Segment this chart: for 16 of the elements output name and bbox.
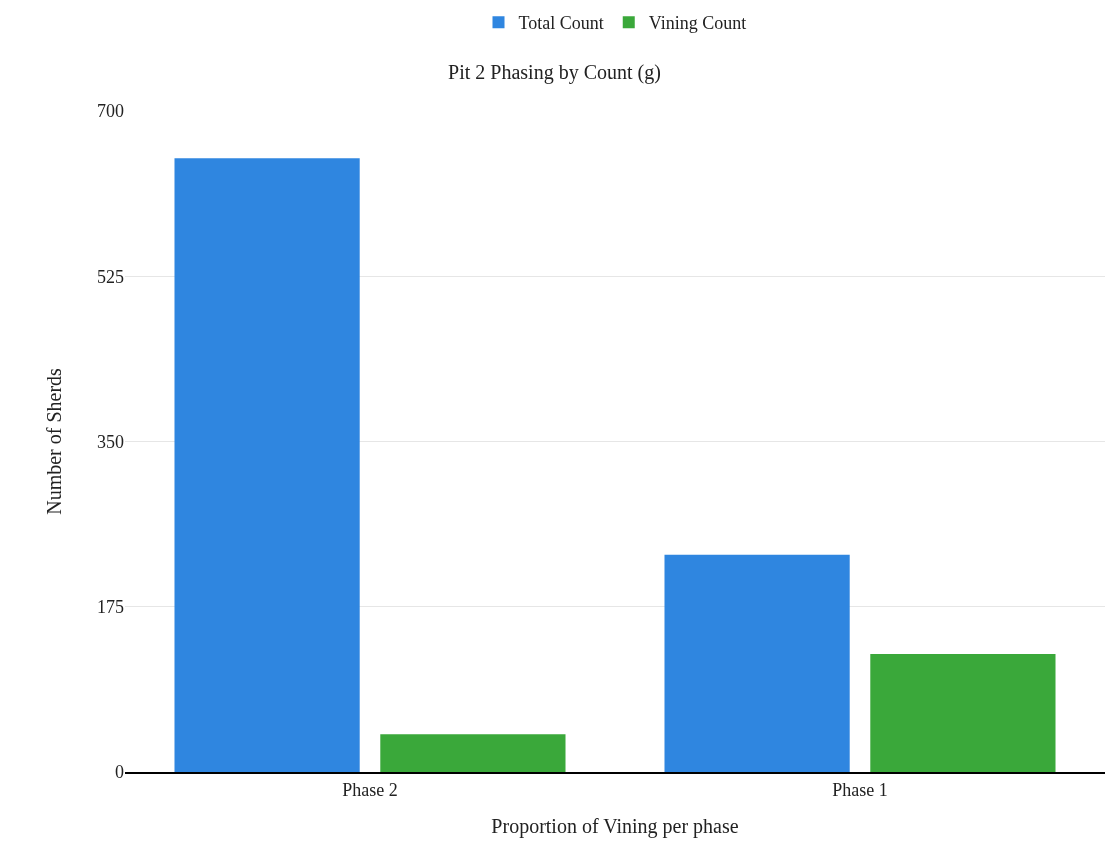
bar [174, 158, 360, 772]
bar [870, 653, 1056, 772]
x-axis-title: Proportion of Vining per phase [491, 814, 739, 838]
y-axis-title: Number of Sherds [42, 367, 65, 515]
legend-label: Total Count [518, 13, 604, 34]
chart-title: Pit 2 Phasing by Count (g) [448, 61, 661, 85]
y-tick-label: 350 [97, 431, 124, 452]
y-tick-label: 175 [97, 597, 124, 618]
y-tick-label: 0 [115, 762, 124, 783]
y-tick-label: 525 [97, 266, 124, 287]
x-tick-label: Phase 1 [832, 779, 888, 800]
bar [664, 554, 850, 772]
bar [380, 734, 566, 772]
legend-label: Vining Count [648, 13, 747, 34]
y-tick-label: 700 [97, 101, 124, 122]
x-tick-label: Phase 2 [342, 779, 398, 800]
